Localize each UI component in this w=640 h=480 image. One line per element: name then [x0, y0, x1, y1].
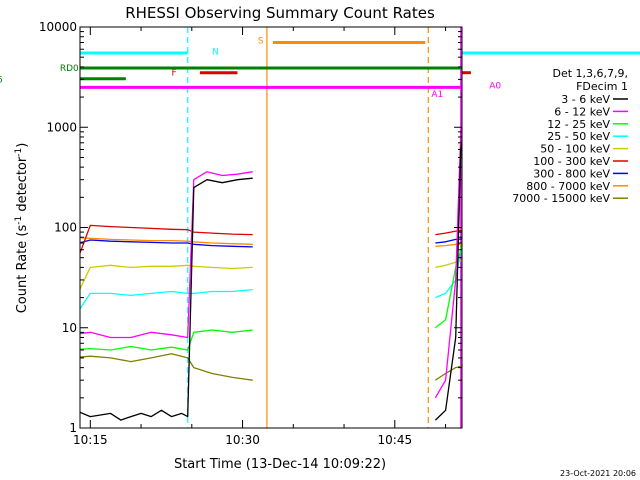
legend-label-4: 50 - 100 keV	[540, 143, 610, 156]
flag-label-1: S	[258, 37, 264, 47]
legend-label-5: 100 - 300 keV	[533, 155, 610, 168]
legend-label-3: 25 - 50 keV	[547, 130, 610, 143]
series-line-6	[80, 238, 462, 248]
x-tick-label-1: 10:30	[225, 433, 260, 447]
chart-title: RHESSI Observing Summary Count Rates	[125, 4, 435, 22]
series-line-5	[80, 224, 462, 255]
legend-header-line-2: FDecim 1	[576, 80, 628, 93]
legend-label-2: 12 - 25 keV	[547, 118, 610, 131]
legend-label-8: 7000 - 15000 keV	[512, 192, 610, 205]
flag-label-0: N	[212, 47, 219, 57]
legend-label-6: 300 - 800 keV	[533, 167, 610, 180]
y-axis-label-end: )	[15, 143, 30, 148]
series-line-2	[80, 238, 462, 351]
legend-label-0: 3 - 6 keV	[561, 93, 610, 106]
series-line-4	[80, 259, 462, 291]
y-axis-label-main: Count Rate (s	[15, 225, 30, 314]
series-line-1	[80, 123, 462, 399]
y-axis-label: Count Rate (s-1 detector-1)	[14, 143, 30, 314]
y-axis-label-mid: detector	[15, 156, 30, 216]
flag-label-4: RD6	[0, 75, 3, 85]
x-axis-label: Start Time (13-Dec-14 10:09:22)	[174, 457, 386, 472]
legend-label-7: 800 - 7000 keV	[526, 180, 610, 193]
y-axis-label-sup1: -1	[14, 216, 24, 225]
flag-label-6: A1	[431, 90, 443, 100]
series-line-0	[80, 134, 462, 421]
timestamp: 23-Oct-2021 20:06	[560, 469, 636, 478]
y-tick-label-3: 1000	[46, 120, 77, 134]
series-line-3	[80, 249, 462, 310]
flag-label-5: A0	[489, 82, 501, 92]
plot-content	[80, 27, 462, 428]
y-tick-label-2: 100	[54, 221, 77, 235]
flag-label-3: RD0	[60, 64, 79, 74]
series-line-7	[80, 237, 462, 247]
y-tick-label-0: 1	[69, 421, 77, 435]
x-tick-label-0: 10:15	[73, 433, 108, 447]
legend-header-line-1: Det 1,3,6,7,9,	[552, 67, 628, 80]
y-axis-label-sup2: -1	[14, 148, 24, 157]
y-tick-label-1: 10	[62, 321, 77, 335]
series-line-8	[80, 353, 462, 381]
plot-area: N S F RD0 RD6 A0 A1	[0, 27, 640, 428]
axes: 10:15 10:30 10:45 1 10 100 1000 10000	[39, 20, 463, 447]
flag-label-2: F	[172, 69, 177, 79]
legend-label-1: 6 - 12 keV	[554, 105, 610, 118]
x-tick-label-2: 10:45	[378, 433, 413, 447]
y-tick-label-4: 10000	[39, 20, 77, 34]
